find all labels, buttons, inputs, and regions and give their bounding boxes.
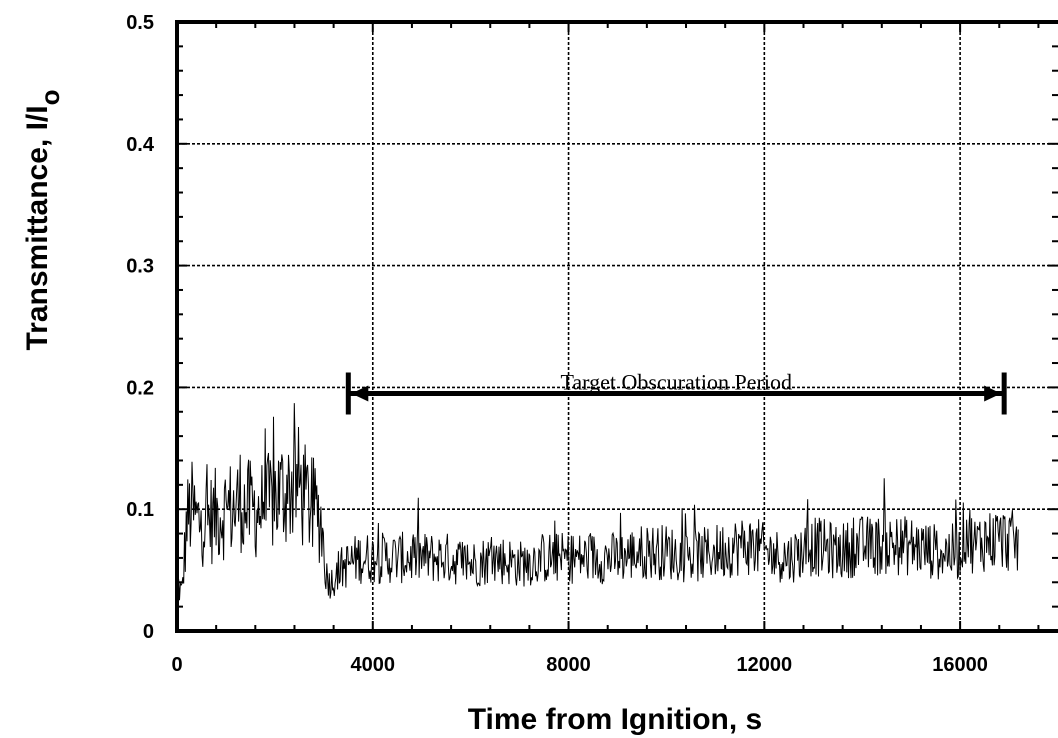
plot-frame xyxy=(175,20,1058,633)
grid-lines xyxy=(177,22,1058,631)
y-tick-label: 0.4 xyxy=(126,134,155,156)
x-tick-label: 16000 xyxy=(932,654,988,676)
y-axis-title: Transmittance, I/I xyxy=(21,105,54,350)
tick-labels: 0 4000 8000 12000 16000 0 0.1 0.2 0.3 0.4 0.5 xyxy=(126,12,988,676)
x-tick-label: 0 xyxy=(171,654,182,676)
y-axis-title-group: Transmittance, I/Io xyxy=(21,90,65,351)
transmittance-series-line xyxy=(176,403,1019,601)
x-tick-label: 8000 xyxy=(546,654,591,676)
y-axis-title-subscript: o xyxy=(35,90,65,106)
annotation-left-arrowhead xyxy=(351,385,369,402)
y-tick-label: 0.3 xyxy=(126,256,154,278)
y-tick-label: 0.1 xyxy=(126,499,154,521)
annotation-right-arrowhead xyxy=(984,385,1002,402)
y-tick-label: 0 xyxy=(143,621,154,643)
annotation-label: Target Obscuration Period xyxy=(561,369,792,394)
x-axis-title: Time from Ignition, s xyxy=(468,703,762,736)
x-tick-label: 12000 xyxy=(737,654,793,676)
annotation-layer: Target Obscuration Period xyxy=(345,369,1007,415)
y-tick-label: 0.2 xyxy=(126,377,154,399)
y-tick-label: 0.5 xyxy=(126,12,154,34)
series-layer xyxy=(176,403,1019,601)
axis-ticks xyxy=(176,21,1058,632)
x-tick-label: 4000 xyxy=(351,654,396,676)
svg-text:Transmittance, I/Io: Transmittance, I/Io xyxy=(21,90,65,351)
